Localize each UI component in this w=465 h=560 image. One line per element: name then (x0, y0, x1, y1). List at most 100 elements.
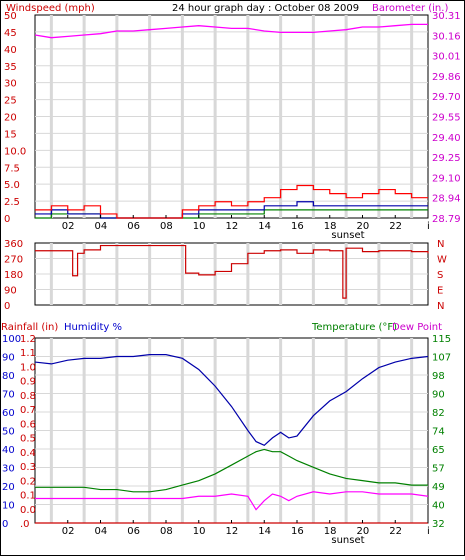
panel2-left-y-tick-label: 360 (4, 239, 23, 250)
panel3-temperature-y-tick-label: 74 (432, 427, 445, 438)
temperature-axis-label: Temperature (°F) (311, 322, 397, 333)
panel3-rain-y-tick-label: 0.2 (20, 476, 36, 487)
panel1-sunset-label: sunset (331, 230, 364, 241)
panel3-sunset-label: sunset (331, 535, 364, 546)
panel1-left-y-tick-label: 45 (4, 28, 17, 39)
panel1-left-y-tick-label: 5.0 (4, 180, 20, 191)
panel2-left-y-tick-label: 90 (4, 286, 17, 297)
panel3-x-tick-label: 18 (324, 526, 337, 537)
rain-humidity-temperature-panel: 1009080706050403020100.00.00.10.20.30.40… (2, 334, 451, 546)
wind-barometer-panel: 50 45 40 35 30 25 20 15 10.0 7.5 5.0 2.5 0 30.31 30.16… (4, 11, 461, 241)
panel3-rain-y-tick-label: 0.7 (20, 405, 36, 416)
panel1-left-y-tick-label: 7.5 (4, 163, 20, 174)
panel1-left-y-tick-label: 40 (4, 45, 17, 56)
panel1-left-y-tick-label: 50 (4, 11, 17, 22)
panel1-left-y-tick-label: 35 (4, 62, 17, 73)
panel3-humidity-y-tick-label: 30 (2, 464, 15, 475)
panel3-temperature-y-tick-label: 98 (432, 371, 445, 382)
panel1-right-y-tick-label: 28.79 (432, 214, 461, 225)
panel1-left-y-tick-label: 10.0 (4, 146, 26, 157)
panel3-humidity-y-tick-label: 80 (2, 371, 15, 382)
panel2-left-y-tick-label: 0 (4, 301, 10, 312)
dewpoint-axis-label: Dew Point (392, 322, 442, 333)
panel1-x-tick-label: 02 (62, 221, 75, 232)
panel1-x-tick-label: 16 (291, 221, 304, 232)
panel3-humidity-y-tick-label: 70 (2, 390, 15, 401)
wind-direction-line (35, 244, 429, 299)
panel3-x-tick-label: 06 (127, 526, 140, 537)
panel3-rain-y-tick-label: 0.4 (20, 448, 36, 459)
panel3-humidity-y-tick-label: 50 (2, 427, 15, 438)
panel2-right-y-tick-label: W (437, 255, 447, 266)
panel3-humidity-y-tick-label: 90 (2, 353, 15, 364)
panel3-humidity-y-tick-label: 60 (2, 408, 15, 419)
panel3-humidity-y-tick-label: 40 (2, 445, 15, 456)
panel1-x-tick-label: 20 (357, 221, 370, 232)
panel1-right-y-tick-label: 29.86 (432, 72, 461, 83)
panel1-x-tick-label: i (427, 221, 430, 232)
panel3-humidity-y-tick-label: 0 (2, 519, 8, 530)
panel1-right-y-tick-label: 30.01 (432, 52, 461, 63)
panel3-rain-y-tick-label: 1.1 (20, 348, 36, 359)
panel1-x-tick-label: 06 (127, 221, 140, 232)
humidity-axis-label: Humidity % (64, 322, 122, 333)
panel1-right-y-tick-label: 30.31 (432, 11, 461, 22)
rainfall-axis-label: Rainfall (in) (1, 322, 58, 333)
panel3-humidity-y-tick-label: 10 (2, 501, 15, 512)
panel1-right-y-tick-label: 29.25 (432, 153, 461, 164)
panel3-x-tick-label: i (427, 526, 430, 537)
windspeed-line (35, 184, 428, 219)
panel2-right-y-tick-label: N (437, 301, 444, 312)
panel3-x-tick-label: 04 (95, 526, 108, 537)
panel2-right-y-tick-label: N (437, 239, 444, 250)
panel1-left-y-tick-label: 25 (4, 96, 17, 107)
panel3-temperature-y-tick-label: 49 (432, 482, 445, 493)
panel3-x-tick-label: 08 (160, 526, 173, 537)
panel3-temperature-y-tick-label: 82 (432, 408, 445, 419)
panel1-x-tick-label: 22 (389, 221, 402, 232)
panel3-x-tick-label: 22 (389, 526, 402, 537)
panel1-right-y-tick-label: 29.40 (432, 133, 461, 144)
panel2-left-y-tick-label: 270 (4, 255, 23, 266)
dewpoint-line (35, 491, 429, 511)
panel3-rain-y-tick-label: 0.1 (20, 491, 36, 502)
humidity-line (34, 354, 429, 447)
panel1-right-y-tick-label: 29.55 (432, 113, 461, 124)
panel3-temperature-y-tick-label: 65 (432, 445, 445, 456)
panel1-x-tick-label: 08 (160, 221, 173, 232)
panel3-x-tick-label: 14 (258, 526, 271, 537)
panel3-temperature-y-tick-label: 32 (432, 519, 445, 530)
panel1-left-y-tick-label: 30 (4, 79, 17, 90)
panel3-rain-y-tick-label: 0.3 (20, 462, 36, 473)
panel3-rain-y-tick-label: .0 (20, 519, 30, 530)
panel3-temperature-y-tick-label: 40 (432, 501, 445, 512)
panel1-x-tick-label: 18 (324, 221, 337, 232)
panel1-x-tick-label: 14 (258, 221, 271, 232)
panel2-right-y-tick-label: E (437, 286, 443, 297)
panel3-temperature-y-tick-label: 115 (432, 334, 451, 345)
wind-average-line (35, 201, 428, 219)
panel2-right-y-tick-label: S (437, 270, 443, 281)
panel3-rain-y-tick-label: 1.0 (20, 362, 36, 373)
panel3-temperature-y-tick-label: 90 (432, 390, 445, 401)
windspeed-axis-label: Windspeed (mph) (6, 3, 95, 14)
panel2-left-y-tick-label: 180 (4, 270, 23, 281)
barometer-axis-label: Barometer (in.) (372, 3, 448, 14)
panel3-humidity-y-tick-label: 100 (2, 334, 21, 345)
panel1-right-y-tick-label: 29.70 (432, 92, 461, 103)
panel3-temperature-y-tick-label: 57 (432, 464, 445, 475)
panel1-left-y-tick-label: 2.5 (4, 197, 20, 208)
temperature-line (35, 448, 428, 493)
panel1-x-tick-label: 12 (226, 221, 239, 232)
panel3-x-tick-label: 10 (193, 526, 206, 537)
panel3-rain-y-tick-label: 0.8 (20, 391, 36, 402)
panel1-left-y-tick-label: 20 (4, 113, 17, 124)
panel1-right-y-tick-label: 30.16 (432, 31, 461, 42)
panel3-x-tick-label: 12 (226, 526, 239, 537)
barometer-line (34, 23, 428, 39)
panel3-x-tick-label: 16 (291, 526, 304, 537)
panel3-rain-y-tick-label: 1.2 (20, 334, 36, 345)
panel1-right-y-tick-label: 29.10 (432, 173, 461, 184)
